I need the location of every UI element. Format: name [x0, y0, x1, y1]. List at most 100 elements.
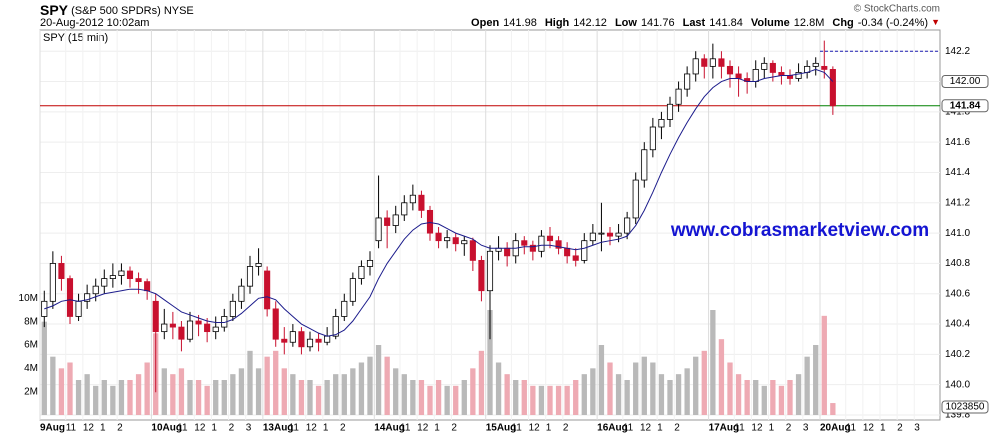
- volume-bar: [795, 374, 802, 415]
- y-tick-label: 141.4: [945, 167, 970, 178]
- watermark: www.cobrasmarketview.com: [670, 220, 929, 241]
- candle-body: [418, 194, 425, 211]
- security-name: (S&P 500 SPDRs): [71, 5, 161, 17]
- candle-body: [564, 247, 571, 257]
- candle-body: [444, 237, 451, 242]
- volume-bar: [770, 380, 776, 415]
- candle-body: [735, 73, 742, 79]
- candle-body: [469, 240, 476, 261]
- volume-bar: [727, 362, 733, 415]
- x-tick-label: 2: [340, 423, 346, 434]
- candle-body: [555, 240, 562, 249]
- volume-bar: [341, 374, 347, 415]
- x-tick-label: 12: [194, 423, 206, 434]
- volume-bar: [675, 374, 682, 415]
- candle-body: [109, 275, 116, 279]
- candle-body: [761, 62, 768, 70]
- volume-bar: [495, 362, 502, 415]
- value-box: [941, 99, 989, 113]
- x-tick-label: 3: [246, 423, 252, 434]
- volume-bar: [487, 310, 493, 415]
- volume-bar: [393, 368, 399, 415]
- volume-bar: [461, 380, 467, 415]
- candle-body: [709, 58, 716, 67]
- x-tick-label: 11: [400, 423, 411, 434]
- quote-value: 141.76: [641, 17, 675, 29]
- x-tick-label: 2: [674, 423, 680, 434]
- candle-body: [769, 62, 776, 73]
- x-tick-label: 12: [529, 423, 541, 434]
- x-tick-label: 12: [640, 423, 652, 434]
- value-box: [941, 400, 989, 414]
- x-tick-label: 1: [657, 423, 663, 434]
- volume-bar: [75, 380, 82, 415]
- candle-body: [212, 326, 219, 333]
- candle-body: [204, 323, 211, 333]
- candle-body: [649, 126, 656, 151]
- panel-label: SPY (15 min): [43, 32, 108, 44]
- x-tick-label: 11: [289, 423, 300, 434]
- volume-bar: [135, 374, 142, 415]
- volume-bar: [204, 385, 210, 415]
- candle-body: [366, 259, 374, 267]
- y-tick-label: 139.8: [945, 410, 970, 421]
- volume-bar: [607, 362, 613, 415]
- y-tick-label: 140.2: [945, 349, 970, 360]
- volume-bar: [127, 380, 133, 415]
- volume-bar: [735, 374, 742, 415]
- volume-bar: [118, 380, 125, 415]
- candle-body: [529, 244, 536, 252]
- volume-bar: [753, 380, 759, 415]
- x-tick-label: 1: [100, 423, 106, 434]
- volume-bar: [333, 374, 339, 415]
- candle-body: [49, 263, 56, 302]
- candle-body: [169, 323, 176, 328]
- candle-body: [255, 263, 262, 267]
- candle-body: [144, 281, 151, 292]
- volume-bar: [718, 339, 725, 415]
- x-tick-label: 2: [229, 423, 235, 434]
- volume-bar: [358, 362, 365, 415]
- volume-bar: [555, 385, 562, 415]
- candle-body: [126, 270, 134, 279]
- volume-bar: [307, 380, 313, 415]
- candle-body: [341, 300, 348, 317]
- candle-body: [435, 232, 442, 242]
- candle-body: [195, 320, 202, 325]
- volume-tick-label: 6M: [24, 340, 38, 351]
- candle-body: [246, 266, 254, 287]
- volume-bar: [547, 385, 553, 415]
- volume-tick-label: 2M: [24, 386, 38, 397]
- volume-bar: [504, 374, 510, 415]
- x-tick-label: 3: [914, 423, 920, 434]
- candle-body: [658, 119, 665, 128]
- x-tick-label: 2: [786, 423, 792, 434]
- candle-body: [229, 300, 236, 317]
- volume-tick-label: 4M: [24, 363, 38, 374]
- x-tick-label: 3: [803, 423, 809, 434]
- volume-tick-label: 8M: [24, 316, 38, 327]
- candle-body: [264, 270, 271, 310]
- quote-label: High: [545, 17, 570, 29]
- volume-bar: [581, 374, 587, 415]
- volume-bar: [813, 345, 819, 415]
- volume-bar: [658, 374, 665, 415]
- volume-bar: [350, 368, 356, 415]
- x-tick-label: 2: [117, 423, 123, 434]
- volume-bar: [298, 380, 305, 415]
- volume-bar: [590, 368, 596, 415]
- x-tick-label: 15Aug: [486, 423, 517, 434]
- exchange: NYSE: [164, 5, 194, 17]
- volume-bar: [281, 368, 287, 415]
- volume-bar: [110, 385, 116, 415]
- volume-bar: [804, 356, 810, 415]
- candle-body: [118, 270, 125, 276]
- x-tick-label: 1: [211, 423, 217, 434]
- candle-body: [324, 335, 331, 343]
- volume-bar: [213, 380, 219, 415]
- candle-body: [392, 214, 399, 226]
- quote-value: 141.84: [709, 17, 743, 29]
- volume-bar: [50, 356, 56, 415]
- candle-body: [486, 250, 494, 292]
